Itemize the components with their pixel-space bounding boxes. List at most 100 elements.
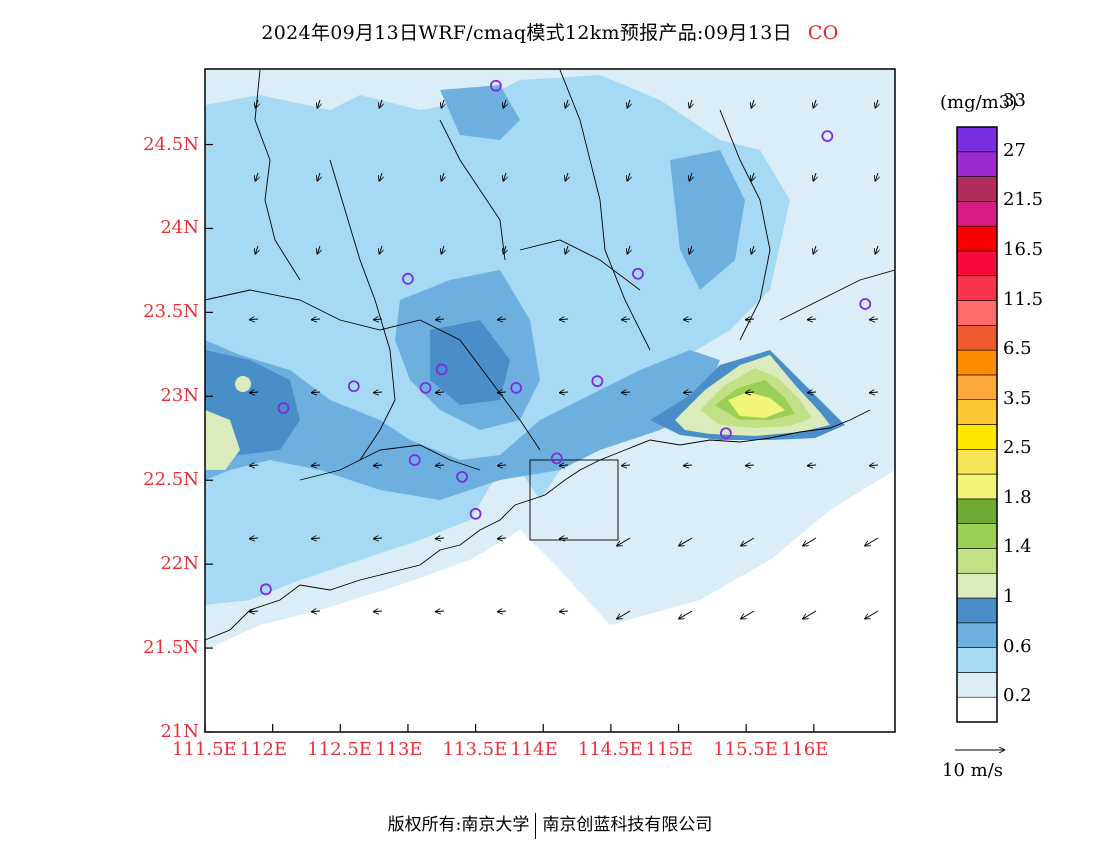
boundary-3	[439, 119, 506, 261]
colorbar-segment	[956, 325, 998, 351]
colorbar-label: 2.5	[1003, 437, 1032, 459]
wind-vector	[497, 319, 507, 320]
station-marker	[591, 375, 604, 388]
colorbar-label: 0.2	[1003, 685, 1032, 707]
wind-vector	[802, 610, 817, 619]
wind-vector	[435, 319, 445, 320]
wind-vector	[497, 611, 507, 612]
wind-vector	[559, 392, 569, 393]
colorbar-unit: (mg/m3)	[940, 92, 1018, 113]
x-tick-label: 113E	[374, 739, 423, 760]
station-marker	[277, 402, 290, 414]
y-tick-label: 24.5N	[143, 133, 199, 155]
wind-vector	[249, 319, 259, 320]
wind-vector	[751, 172, 754, 182]
colorbar-segment	[956, 572, 998, 599]
colorbar-label: 1.4	[1003, 536, 1032, 558]
wind-vector	[435, 538, 445, 539]
wind-vector	[807, 465, 817, 466]
wind-vector	[745, 465, 755, 466]
colorbar-segment	[956, 473, 998, 500]
station-marker	[419, 382, 432, 394]
wind-vector	[317, 99, 320, 109]
wind-vector	[503, 245, 506, 255]
station-marker	[510, 382, 523, 394]
boundary-8	[519, 239, 641, 291]
vector-legend-label: 10 m/s	[942, 760, 1003, 781]
x-tick-label: 112E	[239, 739, 288, 760]
colorbar-label: 21.5	[1003, 189, 1044, 211]
band-north	[440, 85, 520, 140]
colorbar-segment	[956, 424, 998, 450]
wind-vector	[311, 465, 321, 466]
boundary-5	[719, 109, 771, 341]
wind-vector	[689, 172, 692, 182]
wind-vector	[616, 537, 631, 546]
colorbar-label: 6.5	[1003, 338, 1032, 360]
colorbar-label: 16.5	[1003, 238, 1044, 260]
wind-vector	[317, 245, 320, 255]
colorbar-segment	[956, 151, 998, 177]
wind-vector	[441, 172, 444, 182]
y-tick-label: 23N	[160, 385, 199, 407]
wind-vectors	[249, 99, 879, 619]
colorbar-segment	[956, 250, 998, 277]
wind-vector	[435, 392, 445, 393]
station-marker	[402, 272, 414, 285]
west-light-green	[205, 410, 240, 470]
wind-vector	[373, 611, 383, 612]
wind-vector	[813, 245, 816, 255]
wind-vector	[249, 465, 259, 466]
wind-vector	[869, 465, 879, 466]
x-tick-label: 111.5E	[172, 739, 237, 760]
colorbar-segment	[956, 176, 998, 202]
colorbar-segment	[956, 647, 998, 673]
y-tick-label: 21N	[160, 721, 199, 742]
axis-ticks	[204, 143, 815, 733]
colorbar-segment	[956, 548, 998, 574]
wind-vector	[441, 99, 444, 109]
boundary-10	[299, 444, 481, 481]
colorbar-label: 0.6	[1003, 635, 1032, 657]
wind-vector	[311, 319, 321, 320]
wind-vector	[740, 610, 755, 619]
wind-vector	[559, 611, 569, 612]
station-marker	[719, 427, 732, 440]
wind-vector	[807, 392, 817, 393]
wind-vector	[379, 172, 382, 182]
x-tick-label: 115E	[645, 739, 694, 760]
wind-vector	[802, 537, 817, 546]
colorbar-segment	[956, 498, 998, 524]
wind-vector	[864, 610, 879, 619]
footer: 版权所有:南京大学 南京创蓝科技有限公司	[0, 810, 1100, 839]
y-tick-label: 22N	[160, 553, 199, 575]
wind-vector	[869, 319, 879, 320]
wind-vector	[311, 392, 321, 393]
station-marker	[456, 470, 468, 483]
wind-vector	[745, 392, 755, 393]
wind-vector	[689, 99, 692, 109]
wind-vector	[503, 172, 506, 182]
colorbar-segment	[956, 126, 998, 153]
colorbar-segment	[956, 672, 998, 698]
colorbar-segment	[956, 225, 998, 252]
station-marker	[347, 380, 360, 393]
wind-vector	[807, 319, 817, 320]
wind-vector	[373, 538, 383, 539]
y-tick-label: 24N	[160, 217, 199, 239]
colorbar-segment	[956, 300, 998, 326]
wind-vector	[875, 172, 878, 182]
station-markers	[259, 79, 872, 596]
footer-owner: 版权所有:南京大学	[387, 815, 530, 835]
wind-vector	[689, 245, 692, 255]
wind-vector	[559, 538, 569, 539]
boundary-6	[205, 289, 421, 331]
colorbar-label: 1.8	[1003, 486, 1032, 508]
wind-vector	[864, 537, 879, 546]
colorbar-segment	[956, 523, 998, 549]
colorbar-segment	[956, 399, 998, 425]
colorbar-segment	[956, 374, 998, 401]
species-label: CO	[807, 22, 839, 44]
wind-vector	[751, 245, 754, 255]
wind-vector	[317, 172, 320, 182]
